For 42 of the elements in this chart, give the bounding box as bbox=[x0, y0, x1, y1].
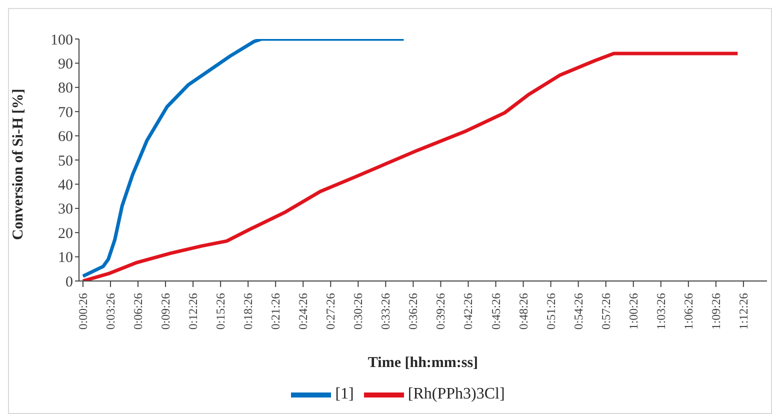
y-tick-label: 80 bbox=[58, 80, 73, 97]
x-tick-label: 0:33:26 bbox=[378, 293, 393, 330]
x-tick-label: 0:24:26 bbox=[296, 293, 310, 330]
x-tick-label: 0:21:26 bbox=[268, 293, 283, 330]
x-tick-label: 0:00:26 bbox=[76, 293, 90, 330]
x-tick-label: 0:15:26 bbox=[214, 293, 228, 330]
x-axis-title: Time [hh:mm:ss] bbox=[368, 355, 478, 371]
x-tick-label: 0:06:26 bbox=[131, 293, 146, 330]
x-tick-label: 1:03:26 bbox=[654, 293, 668, 330]
x-tick-label: 0:54:26 bbox=[571, 293, 586, 330]
y-axis-title: Conversion of Si-H [%] bbox=[10, 88, 26, 240]
x-tick-label: 0:48:26 bbox=[516, 293, 530, 330]
line-series bbox=[81, 39, 406, 278]
x-tick-label: 1:09:26 bbox=[708, 293, 723, 330]
y-tick-label: 30 bbox=[58, 202, 73, 218]
x-tick-label: 1:06:26 bbox=[681, 293, 696, 330]
y-tick-label: 20 bbox=[58, 226, 73, 242]
y-tick-label: 10 bbox=[58, 250, 73, 266]
y-tick-label: 60 bbox=[58, 129, 73, 146]
legend-label: [1] bbox=[335, 386, 354, 403]
y-tick-label: 50 bbox=[58, 153, 73, 170]
legend-label: [Rh(PPh3)3Cl] bbox=[408, 386, 505, 403]
x-tick-label: 0:03:26 bbox=[103, 293, 118, 330]
x-tick-label: 0:42:26 bbox=[461, 293, 476, 330]
x-tick-label: 0:30:26 bbox=[351, 293, 366, 330]
y-tick-label: 40 bbox=[58, 178, 73, 194]
y-tick-label: 90 bbox=[58, 56, 73, 73]
x-tick-label: 0:39:26 bbox=[434, 293, 448, 330]
x-tick-label: 1:12:26 bbox=[736, 293, 750, 330]
x-tick-label: 0:09:26 bbox=[158, 293, 173, 330]
y-tick-label: 0 bbox=[66, 274, 73, 290]
x-tick-label: 1:00:26 bbox=[626, 293, 640, 330]
y-tick-label: 70 bbox=[58, 104, 73, 121]
x-tick-label: 0:36:26 bbox=[406, 293, 420, 330]
x-tick-label: 0:57:26 bbox=[598, 293, 613, 330]
y-tick-label: 100 bbox=[50, 32, 73, 48]
x-tick-label: 0:27:26 bbox=[324, 293, 338, 330]
x-tick-label: 0:51:26 bbox=[544, 293, 558, 330]
x-tick-label: 0:12:26 bbox=[186, 293, 200, 330]
x-tick-label: 0:45:26 bbox=[488, 293, 503, 330]
x-tick-label: 0:18:26 bbox=[241, 293, 256, 330]
line-series bbox=[81, 52, 740, 281]
